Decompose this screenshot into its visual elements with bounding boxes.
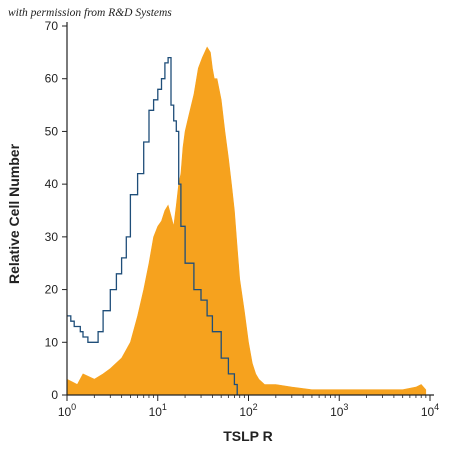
y-tick-label: 70 [45,19,59,33]
x-tick-label: 104 [421,402,439,419]
y-tick-label: 10 [45,335,59,349]
y-tick-label: 0 [51,388,58,402]
x-tick-label: 101 [149,402,167,419]
x-axis-title: TSLP R [223,428,273,444]
filled-histogram-series [66,46,427,396]
y-tick-label: 60 [45,72,59,86]
y-tick-label: 30 [45,230,59,244]
x-tick-label: 102 [239,402,257,419]
credit-text: with permission from R&D Systems [8,7,172,19]
outline-histogram-series [67,56,238,395]
plot-area [66,46,427,396]
y-tick-label: 50 [45,124,59,138]
x-tick-label: 100 [58,402,76,419]
y-tick-label: 20 [45,283,59,297]
x-tick-label: 103 [330,402,348,419]
y-axis-title: Relative Cell Number [6,143,22,284]
axes: 0 10 20 30 40 50 60 70 100 101 102 103 104 [45,19,440,419]
y-tick-label: 40 [45,177,59,191]
